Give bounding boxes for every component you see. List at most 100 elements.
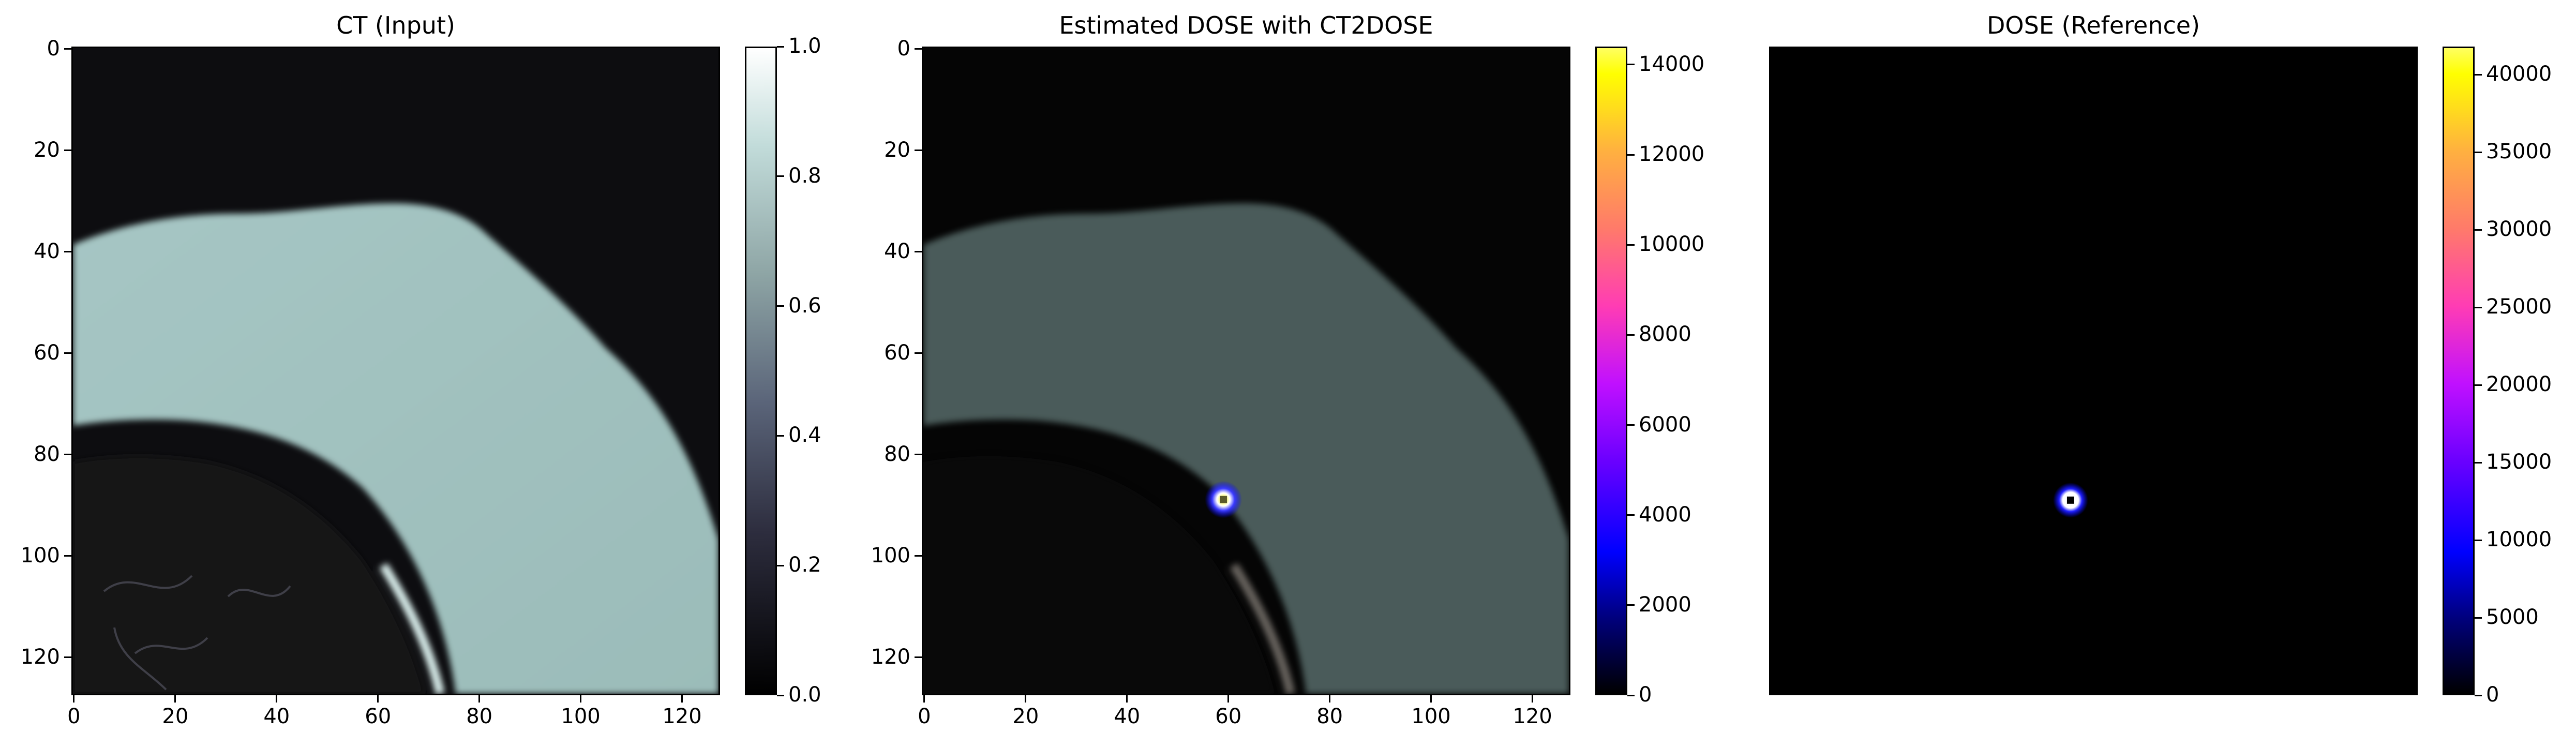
colorbar-tick-mark (777, 435, 784, 437)
x-tick-label: 100 (1411, 705, 1451, 728)
colorbar-tick-label: 10000 (1639, 232, 1705, 257)
y-tick-mark (64, 555, 71, 557)
y-tick-mark (64, 251, 71, 253)
colorbar-tick-mark (2475, 73, 2482, 76)
colorbar-tick-mark (1627, 334, 1635, 336)
colorbar-tick-label: 0.6 (788, 293, 821, 318)
y-tick-mark (915, 352, 922, 354)
colorbar-tick-label: 12000 (1639, 142, 1705, 166)
y-tick-label: 80 (34, 442, 60, 466)
colorbar-tick-label: 30000 (2486, 217, 2552, 241)
ct-image (71, 47, 720, 695)
y-tick-label: 40 (34, 239, 60, 263)
x-tick-label: 80 (1316, 705, 1343, 728)
colorbar-tick-mark (1627, 694, 1635, 696)
ct-tissue (73, 203, 718, 694)
colorbar-tick-label: 0 (1639, 683, 1652, 707)
panel-title: CT (Input) (336, 11, 455, 39)
x-tick-label: 0 (67, 705, 81, 728)
x-tick-mark (1430, 695, 1432, 703)
colorbar-tick-mark (777, 694, 784, 696)
panel-title: Estimated DOSE with CT2DOSE (1059, 11, 1433, 39)
colorbar-tick-label: 0 (2486, 683, 2499, 707)
x-tick-mark (1025, 695, 1027, 703)
y-tick-label: 100 (871, 543, 910, 567)
ref-background (1769, 47, 2418, 695)
colorbar-tick-mark (1627, 514, 1635, 516)
dose-hotspot-core (1220, 496, 1227, 503)
y-tick-mark (64, 48, 71, 50)
y-tick-mark (915, 150, 922, 152)
colorbar-tick-mark (1627, 64, 1635, 66)
ct-lung (73, 456, 425, 694)
x-tick-label: 40 (263, 705, 290, 728)
panel-title: DOSE (Reference) (1986, 11, 2200, 39)
colorbar-tick-label: 4000 (1639, 502, 1691, 527)
x-tick-label: 120 (662, 705, 702, 728)
y-tick-label: 20 (34, 138, 60, 162)
colorbar-tick-label: 8000 (1639, 322, 1691, 347)
colorbar-tick-mark (2475, 306, 2482, 308)
estimated-dose-image (922, 47, 1570, 695)
x-tick-label: 60 (1215, 705, 1242, 728)
colorbar-tick-mark (777, 46, 784, 48)
colorbar-tick-label: 20000 (2486, 372, 2552, 396)
colorbar-tick-mark (2475, 461, 2482, 464)
colorbar-tick-mark (2475, 384, 2482, 386)
colorbar-tick-mark (2475, 151, 2482, 153)
colorbar-tick-label: 10000 (2486, 528, 2552, 551)
colorbar-tick-mark (777, 564, 784, 566)
ct-colorbar (745, 47, 777, 695)
ref-dose-hotspot-core (2066, 496, 2074, 504)
y-tick-label: 40 (884, 239, 910, 263)
x-tick-mark (1532, 695, 1534, 703)
colorbar-tick-mark (777, 305, 784, 307)
y-tick-mark (64, 656, 71, 659)
colorbar-tick-mark (1627, 604, 1635, 606)
colorbar-tick-label: 6000 (1639, 412, 1691, 437)
x-tick-label: 100 (561, 705, 601, 728)
colorbar-tick-label: 15000 (2486, 450, 2552, 474)
ct-overlay-tissue (923, 203, 1569, 694)
x-tick-mark (580, 695, 582, 703)
colorbar-tick-label: 0.0 (788, 683, 821, 707)
y-tick-label: 80 (884, 442, 910, 466)
colorbar-tick-label: 5000 (2486, 605, 2539, 629)
y-tick-mark (915, 656, 922, 659)
ct-overlay-lung (923, 456, 1275, 694)
y-tick-mark (915, 48, 922, 50)
y-tick-label: 60 (884, 340, 910, 365)
y-tick-label: 120 (20, 645, 60, 669)
colorbar-tick-label: 35000 (2486, 140, 2552, 163)
colorbar-tick-label: 0.2 (788, 553, 821, 577)
x-tick-mark (923, 695, 925, 703)
ct-overlay-rib (1230, 563, 1295, 694)
x-tick-mark (73, 695, 75, 703)
x-tick-label: 20 (1012, 705, 1039, 728)
colorbar-tick-mark (1627, 244, 1635, 246)
reference-dose-image (1769, 47, 2418, 695)
x-tick-mark (276, 695, 278, 703)
y-tick-mark (915, 555, 922, 557)
colorbar-tick-label: 2000 (1639, 592, 1691, 617)
x-tick-label: 20 (162, 705, 189, 728)
y-tick-label: 20 (884, 138, 910, 162)
estimated-dose-colorbar (1595, 47, 1627, 695)
y-tick-mark (915, 251, 922, 253)
colorbar-tick-label: 0.4 (788, 423, 821, 447)
y-tick-label: 0 (897, 36, 910, 61)
y-tick-label: 100 (20, 543, 60, 567)
y-tick-label: 60 (34, 340, 60, 365)
colorbar-tick-mark (2475, 229, 2482, 231)
y-tick-label: 120 (871, 645, 910, 669)
colorbar-tick-label: 0.8 (788, 163, 821, 188)
colorbar-tick-mark (1627, 424, 1635, 426)
y-tick-label: 0 (47, 36, 60, 61)
colorbar-tick-label: 1.0 (788, 34, 821, 58)
colorbar-tick-mark (777, 175, 784, 177)
y-tick-mark (64, 150, 71, 152)
x-tick-mark (1227, 695, 1230, 703)
x-tick-mark (478, 695, 481, 703)
y-tick-mark (915, 454, 922, 456)
x-tick-mark (1126, 695, 1128, 703)
